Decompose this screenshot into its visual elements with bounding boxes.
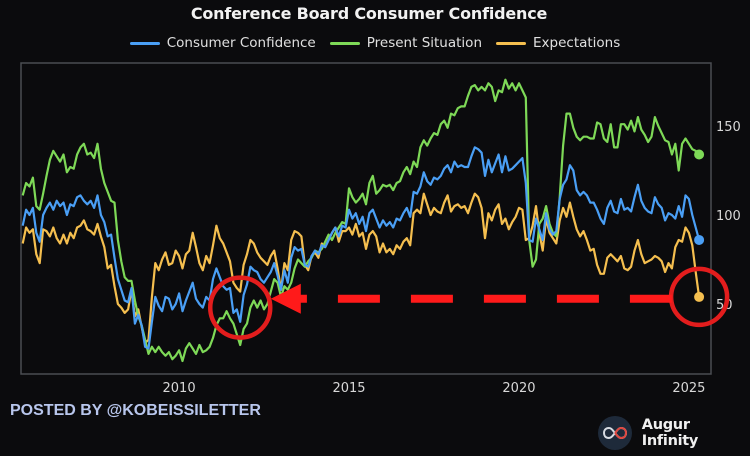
brand-name: Augur Infinity bbox=[641, 417, 699, 449]
series-line-expectations bbox=[21, 192, 701, 345]
end-marker-expectations bbox=[694, 291, 705, 302]
series-line-consumer-confidence bbox=[21, 146, 701, 350]
legend-item-consumer-confidence: Consumer Confidence bbox=[129, 35, 316, 51]
legend-label: Present Situation bbox=[366, 35, 482, 51]
legend-swatch-consumer-confidence bbox=[129, 41, 160, 45]
chart-legend: Consumer Confidence Present Situation Ex… bbox=[0, 35, 750, 51]
x-tick-label: 2020 bbox=[502, 381, 535, 396]
brand: Augur Infinity bbox=[598, 416, 750, 450]
y-tick-label: 150 bbox=[716, 120, 741, 135]
x-tick-label: 2025 bbox=[672, 381, 705, 396]
end-marker-consumer-confidence bbox=[694, 234, 705, 245]
series-line-present-situation bbox=[21, 78, 700, 363]
x-tick-label: 2010 bbox=[163, 381, 196, 396]
x-tick-label: 2015 bbox=[332, 381, 365, 396]
watermark-text: POSTED BY @KOBEISSILETTER bbox=[10, 402, 261, 419]
x-axis: 2010 2015 2020 2025 bbox=[163, 381, 706, 396]
legend-label: Consumer Confidence bbox=[166, 35, 316, 51]
chart-title: Conference Board Consumer Confidence bbox=[190, 4, 548, 23]
series-lines bbox=[21, 78, 705, 363]
annotation-circle-highlight-2011-low bbox=[207, 275, 273, 340]
legend-swatch-present-situation bbox=[329, 41, 360, 45]
end-marker-present-situation bbox=[694, 149, 705, 160]
legend-swatch-expectations bbox=[496, 41, 526, 45]
annotations bbox=[207, 266, 730, 340]
annotation-arrow-head bbox=[270, 283, 301, 314]
legend-label: Expectations bbox=[533, 35, 621, 51]
y-tick-label: 100 bbox=[716, 209, 741, 224]
legend-item-present-situation: Present Situation bbox=[329, 35, 482, 51]
infinity-icon bbox=[598, 416, 632, 450]
plot-frame bbox=[20, 62, 712, 375]
legend-item-expectations: Expectations bbox=[496, 35, 620, 51]
